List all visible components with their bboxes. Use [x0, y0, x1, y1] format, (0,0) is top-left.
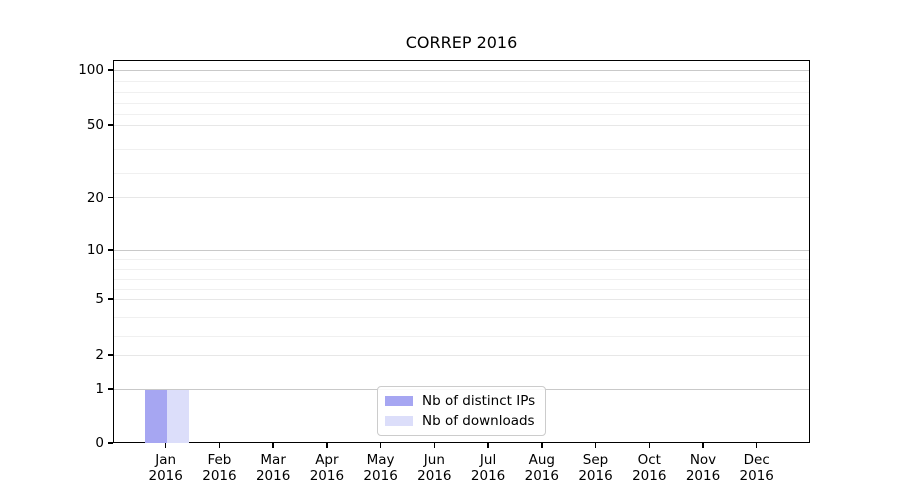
y-tick-mark: [107, 69, 113, 71]
legend-item-distinct-ips: Nb of distinct IPs: [385, 393, 535, 409]
legend-label: Nb of distinct IPs: [422, 393, 536, 409]
minor-gridline: [114, 279, 809, 281]
y-tick-mark: [107, 298, 113, 300]
legend-item-downloads: Nb of downloads: [385, 413, 535, 429]
minor-gridline: [114, 80, 809, 82]
minor-gridline: [114, 288, 809, 290]
x-tick-mark: [326, 443, 328, 448]
x-tick-mark: [164, 443, 167, 448]
minor-gridline: [114, 113, 809, 115]
x-tick-label: Jun 2016: [417, 452, 452, 484]
legend-label: Nb of downloads: [422, 413, 535, 429]
bar-downloads-jan: [166, 390, 189, 443]
x-tick-mark: [648, 443, 651, 448]
y-tick-label: 1: [95, 381, 104, 397]
x-tick-label: May 2016: [363, 452, 398, 484]
minor-gridline: [114, 91, 809, 93]
major-gridline: [114, 197, 809, 198]
x-tick-label: Jul 2016: [470, 452, 506, 484]
minor-gridline: [114, 335, 809, 337]
major-gridline: [114, 69, 809, 71]
minor-gridline: [114, 317, 809, 319]
chart-title: CORREP 2016: [405, 33, 518, 52]
x-tick-label: Oct 2016: [632, 452, 667, 484]
x-tick-label: Sep 2016: [578, 452, 613, 484]
x-tick-label: Jan 2016: [148, 452, 183, 484]
x-tick-mark: [487, 443, 489, 448]
x-tick-mark: [433, 443, 436, 448]
minor-gridline: [114, 172, 809, 174]
x-tick-label: Feb 2016: [202, 452, 237, 484]
x-tick-mark: [218, 443, 221, 448]
y-tick-mark: [107, 354, 113, 356]
y-tick-mark: [107, 196, 113, 198]
minor-gridline: [114, 148, 809, 150]
y-tick-label: 100: [78, 62, 104, 78]
y-tick-label: 10: [86, 242, 104, 258]
x-tick-mark: [755, 443, 758, 448]
x-tick-mark: [272, 443, 274, 448]
x-tick-label: Dec 2016: [739, 452, 774, 484]
x-tick-label: Aug 2016: [524, 452, 559, 484]
y-tick-label: 2: [95, 347, 104, 363]
y-tick-mark: [107, 442, 113, 444]
x-tick-mark: [702, 443, 704, 448]
y-tick-mark: [107, 124, 113, 126]
x-tick-mark: [379, 443, 382, 448]
x-tick-label: Mar 2016: [255, 452, 291, 484]
bar-distinct-ips-jan: [144, 390, 167, 443]
x-tick-label: Nov 2016: [685, 452, 721, 484]
y-tick-mark: [107, 388, 113, 390]
plot-area: Nb of distinct IPs Nb of downloads: [113, 60, 810, 443]
y-tick-label: 0: [95, 435, 104, 451]
y-tick-label: 5: [95, 291, 104, 307]
y-tick-label: 50: [86, 117, 104, 133]
major-gridline: [114, 298, 809, 300]
x-tick-mark: [594, 443, 597, 448]
minor-gridline: [114, 259, 809, 261]
minor-gridline: [114, 102, 809, 104]
major-gridline: [114, 124, 809, 126]
x-tick-label: Apr 2016: [309, 452, 345, 484]
y-tick-label: 20: [86, 189, 104, 206]
legend: Nb of distinct IPs Nb of downloads: [377, 386, 547, 436]
x-tick-mark: [541, 443, 543, 448]
legend-swatch-distinct-ips: [385, 396, 413, 406]
legend-swatch-downloads: [385, 416, 413, 426]
major-gridline: [114, 249, 809, 251]
major-gridline: [114, 354, 809, 356]
minor-gridline: [114, 269, 809, 271]
y-tick-mark: [107, 249, 113, 251]
